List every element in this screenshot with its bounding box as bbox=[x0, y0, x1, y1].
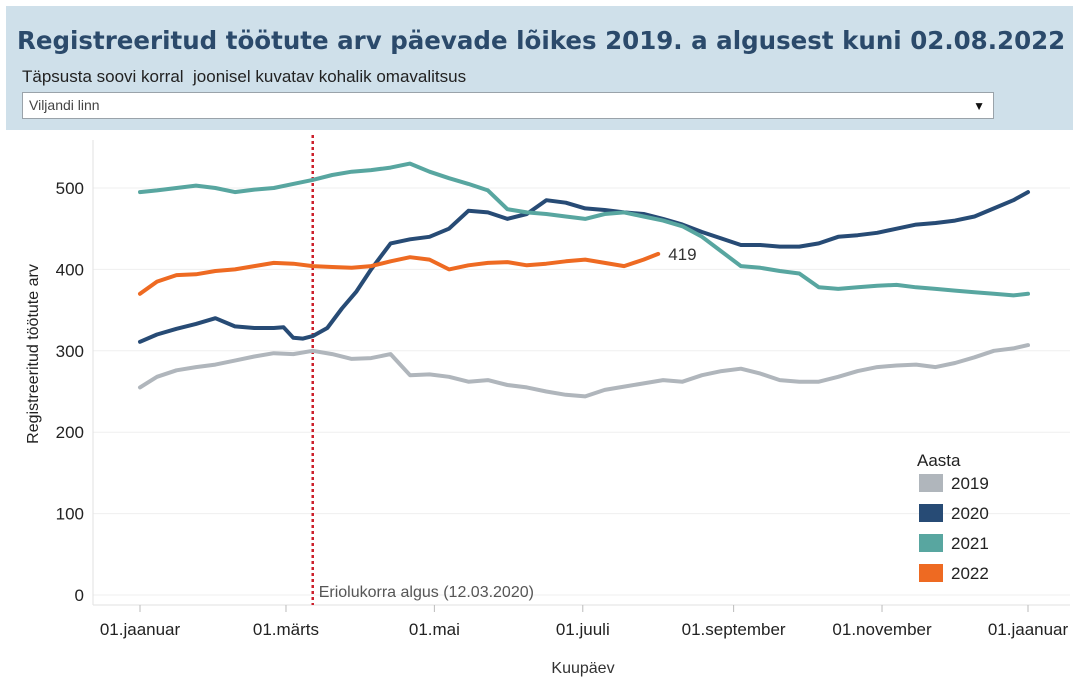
y-axis-ticks: 0 100 200 300 400 500 bbox=[56, 179, 84, 605]
filter-label: Täpsusta soovi korral joonisel kuvatav k… bbox=[22, 67, 467, 86]
x-tick-label: 01.jaanuar bbox=[100, 620, 181, 639]
series-line-2020 bbox=[138, 190, 1030, 344]
y-tick-label: 200 bbox=[56, 423, 84, 442]
x-axis-ticks: 01.jaanuar 01.märts 01.mai 01.juuli 01.septe… bbox=[100, 605, 1069, 639]
x-tick-label: 01.juuli bbox=[556, 620, 610, 639]
y-tick-label: 0 bbox=[75, 586, 84, 605]
x-tick-label: 01.jaanuar bbox=[988, 620, 1069, 639]
legend-swatch-2022 bbox=[919, 564, 943, 582]
x-tick-label: 01.märts bbox=[253, 620, 319, 639]
x-tick-label: 01.september bbox=[682, 620, 786, 639]
legend-swatch-2019 bbox=[919, 474, 943, 492]
legend-swatch-2020 bbox=[919, 504, 943, 522]
y-tick-label: 300 bbox=[56, 342, 84, 361]
chevron-down-icon: ▼ bbox=[973, 99, 985, 113]
legend-label-2021: 2021 bbox=[951, 534, 989, 553]
reference-line-label: Eriolukorra algus (12.03.2020) bbox=[319, 584, 534, 601]
x-tick-label: 01.november bbox=[832, 620, 932, 639]
legend-swatch-2021 bbox=[919, 534, 943, 552]
end-value-label: 419 bbox=[668, 245, 696, 264]
series-line-2021 bbox=[138, 161, 1030, 298]
x-tick-label: 01.mai bbox=[409, 620, 460, 639]
legend-label-2019: 2019 bbox=[951, 474, 989, 493]
legend-label-2020: 2020 bbox=[951, 504, 989, 523]
y-tick-label: 500 bbox=[56, 179, 84, 198]
legend: Aasta 2019 2020 2021 2022 bbox=[917, 451, 989, 583]
page-title: Registreeritud töötute arv päevade lõike… bbox=[17, 26, 1066, 55]
series-lines bbox=[138, 161, 1030, 399]
x-axis-label: Kuupäev bbox=[551, 660, 614, 677]
municipality-select[interactable]: Viljandi linn ▼ bbox=[22, 92, 994, 119]
line-chart: Eriolukorra algus (12.03.2020) 0 100 200 30… bbox=[25, 135, 1070, 677]
y-tick-label: 400 bbox=[56, 260, 84, 279]
series-line-2022 bbox=[138, 251, 661, 296]
end-label-group: 419 bbox=[668, 245, 696, 264]
legend-title: Aasta bbox=[917, 451, 961, 470]
series-line-2019 bbox=[138, 343, 1030, 399]
legend-label-2022: 2022 bbox=[951, 564, 989, 583]
header-panel: Registreeritud töötute arv päevade lõike… bbox=[6, 6, 1073, 130]
y-axis-label: Registreeritud töötute arv bbox=[25, 264, 42, 444]
municipality-select-value: Viljandi linn bbox=[29, 97, 100, 113]
reference-line-group: Eriolukorra algus (12.03.2020) bbox=[311, 135, 534, 605]
y-tick-label: 100 bbox=[56, 505, 84, 524]
